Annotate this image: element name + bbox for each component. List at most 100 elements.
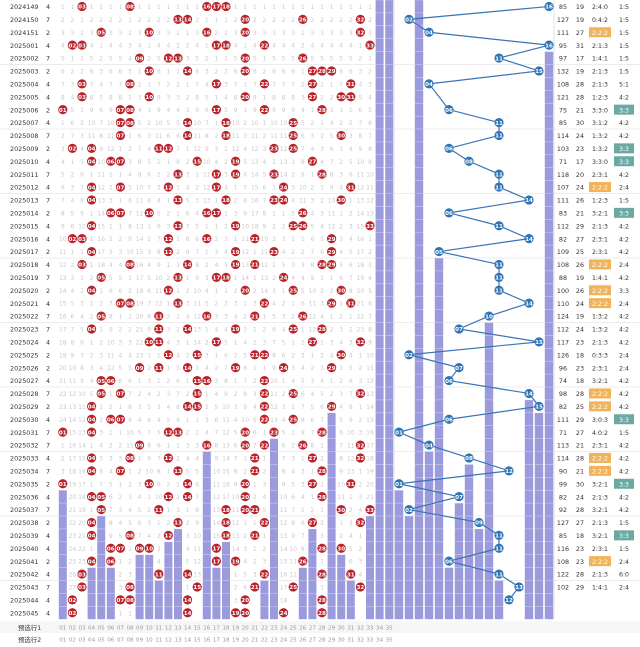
blue-ball-number: 06 <box>445 559 453 565</box>
preselect-cell[interactable]: 35 <box>386 638 394 644</box>
preselect-cell[interactable]: 29 <box>328 626 336 632</box>
red-ball-number: 25 <box>289 585 297 591</box>
preselect-cell[interactable]: 03 <box>78 626 86 632</box>
preselect-cell[interactable]: 23 <box>270 626 278 632</box>
preselect-cell[interactable]: 29 <box>328 638 336 644</box>
preselect-cell[interactable]: 22 <box>261 626 268 632</box>
preselect-cell[interactable]: 33 <box>366 638 374 644</box>
preselect-cell[interactable]: 17 <box>213 638 221 644</box>
preselect-cell[interactable]: 08 <box>126 626 134 632</box>
red-ball-number: 16 <box>203 379 211 385</box>
preselect-cell[interactable]: 20 <box>242 638 250 644</box>
preselect-cell[interactable]: 05 <box>98 638 106 644</box>
preselect-cell[interactable]: 25 <box>290 638 298 644</box>
miss-value: 1 <box>368 56 372 63</box>
preselect-cell[interactable]: 08 <box>126 638 134 644</box>
preselect-cell[interactable]: 12 <box>165 638 172 644</box>
preselect-cell[interactable]: 06 <box>107 626 115 632</box>
preselect-cell[interactable]: 23 <box>270 638 278 644</box>
miss-value: 13 <box>261 275 269 282</box>
span-value: 18 <box>576 351 584 359</box>
preselect-cell[interactable]: 21 <box>251 638 259 644</box>
preselect-cell[interactable]: 26 <box>299 638 307 644</box>
red-ball-number: 04 <box>88 430 96 436</box>
period-value: 4 <box>46 377 50 385</box>
miss-value: 2 <box>128 288 132 295</box>
preselect-cell[interactable]: 20 <box>242 626 250 632</box>
miss-value: 7 <box>109 301 113 308</box>
oe-value: 4:2 <box>619 172 629 179</box>
preselect-cell[interactable]: 01 <box>59 638 67 644</box>
preselect-cell[interactable]: 30 <box>338 638 346 644</box>
preselect-cell[interactable]: 31 <box>347 638 355 644</box>
red-ball-number: 15 <box>193 353 201 359</box>
preselect-cell[interactable]: 11 <box>155 626 163 632</box>
preselect-cell[interactable]: 28 <box>318 626 326 632</box>
preselect-cell[interactable]: 11 <box>155 638 163 644</box>
preselect-cell[interactable]: 27 <box>309 626 317 632</box>
miss-value: 2 <box>234 584 238 591</box>
preselect-cell[interactable]: 01 <box>59 626 67 632</box>
preselect-cell[interactable]: 12 <box>165 626 172 632</box>
preselect-cell[interactable]: 18 <box>222 638 230 644</box>
red-ball-number: 10 <box>145 482 153 488</box>
preselect-cell[interactable]: 31 <box>347 626 355 632</box>
ratio-value: 1:4:1 <box>592 275 608 282</box>
preselect-cell[interactable]: 09 <box>136 638 144 644</box>
preselect-cell[interactable]: 09 <box>136 626 144 632</box>
preselect-cell[interactable]: 28 <box>318 638 326 644</box>
preselect-cell[interactable]: 03 <box>78 638 86 644</box>
preselect-cell[interactable]: 24 <box>280 638 288 644</box>
preselect-cell[interactable]: 22 <box>261 638 268 644</box>
preselect-cell[interactable]: 30 <box>338 626 346 632</box>
preselect-cell[interactable]: 19 <box>232 626 240 632</box>
preselect-cell[interactable]: 15 <box>194 626 202 632</box>
preselect-cell[interactable]: 33 <box>366 626 374 632</box>
preselect-cell[interactable]: 02 <box>69 626 76 632</box>
preselect-cell[interactable]: 26 <box>299 626 307 632</box>
preselect-cell[interactable]: 07 <box>117 638 125 644</box>
preselect-cell[interactable]: 10 <box>146 638 154 644</box>
preselect-cell[interactable]: 27 <box>309 638 317 644</box>
miss-value: 2 <box>138 468 142 475</box>
preselect-cell[interactable]: 19 <box>232 638 240 644</box>
preselect-cell[interactable]: 07 <box>117 626 125 632</box>
miss-value: 4 <box>70 288 74 295</box>
miss-value: 1 <box>118 4 122 11</box>
preselect-cell[interactable]: 04 <box>88 638 96 644</box>
preselect-cell[interactable]: 14 <box>184 626 192 632</box>
red-ball <box>154 504 164 515</box>
preselect-cell[interactable]: 21 <box>251 626 259 632</box>
preselect-cell[interactable]: 10 <box>146 626 154 632</box>
preselect-cell[interactable]: 06 <box>107 638 115 644</box>
miss-value: 8 <box>234 94 238 101</box>
miss-value: 1 <box>118 610 122 617</box>
red-ball-number: 13 <box>174 430 182 436</box>
preselect-cell[interactable]: 32 <box>357 626 364 632</box>
preselect-cell[interactable]: 13 <box>174 626 182 632</box>
preselect-cell[interactable]: 02 <box>69 638 76 644</box>
miss-value: 3 <box>61 468 65 475</box>
preselect-cell[interactable]: 04 <box>88 626 96 632</box>
preselect-cell[interactable]: 16 <box>203 626 211 632</box>
preselect-cell[interactable]: 15 <box>194 638 202 644</box>
span-value: 31 <box>576 42 584 50</box>
red-ball <box>87 556 97 566</box>
preselect-cell[interactable]: 34 <box>376 626 384 632</box>
miss-value: 12 <box>136 210 144 217</box>
preselect-cell[interactable]: 17 <box>213 626 221 632</box>
preselect-cell[interactable]: 35 <box>386 626 394 632</box>
preselect-cell[interactable]: 14 <box>184 638 192 644</box>
preselect-cell[interactable]: 25 <box>290 626 298 632</box>
preselect-cell[interactable]: 13 <box>174 638 182 644</box>
preselect-cell[interactable]: 34 <box>376 638 384 644</box>
miss-value: 5 <box>339 417 343 424</box>
preselect-cell[interactable]: 16 <box>203 638 211 644</box>
preselect-cell[interactable]: 18 <box>222 626 230 632</box>
miss-value: 2 <box>70 17 74 24</box>
preselect-cell[interactable]: 24 <box>280 626 288 632</box>
preselect-cell[interactable]: 05 <box>98 626 106 632</box>
miss-value: 1 <box>339 4 343 11</box>
miss-value: 1 <box>157 4 161 11</box>
preselect-cell[interactable]: 32 <box>357 638 364 644</box>
